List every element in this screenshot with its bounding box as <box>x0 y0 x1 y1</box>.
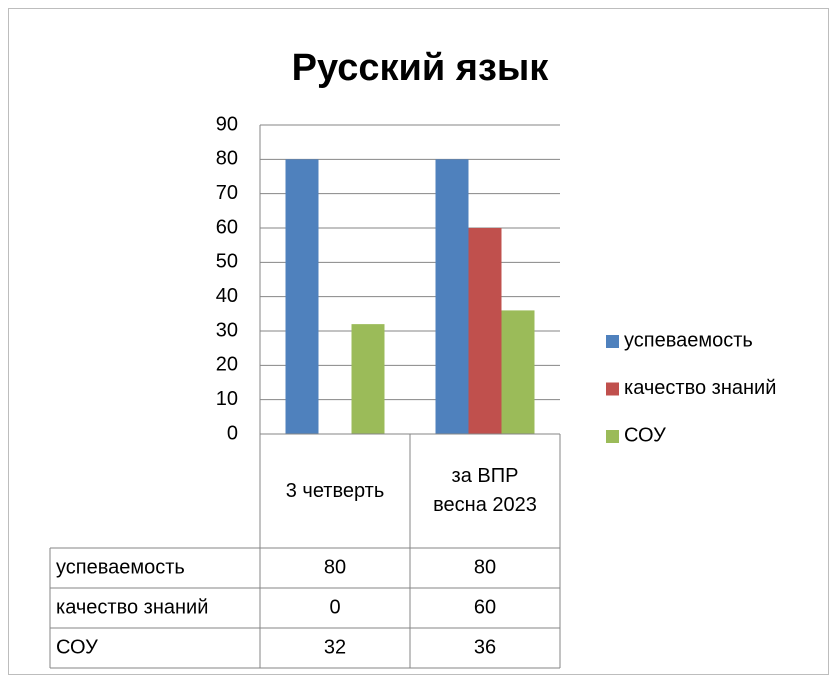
legend-label: качество знаний <box>624 377 776 399</box>
y-tick-label: 0 <box>227 422 238 444</box>
table-row-label: успеваемость <box>56 556 185 578</box>
y-tick-label: 10 <box>216 388 238 410</box>
y-tick-label: 80 <box>216 148 238 170</box>
bar <box>435 159 469 435</box>
table-row-label: СОУ <box>56 636 98 658</box>
table-value: 32 <box>324 636 346 658</box>
chart-title: Русский язык <box>292 47 550 89</box>
bar <box>468 228 502 434</box>
bar <box>501 310 535 434</box>
y-tick-label: 70 <box>216 182 238 204</box>
category-cell: за ВПР весна 2023 <box>433 465 537 516</box>
legend-swatch <box>606 382 619 396</box>
table-row-label: качество знаний <box>56 596 208 618</box>
table-value: 0 <box>329 596 340 618</box>
y-tick-label: 30 <box>216 319 238 341</box>
bar <box>285 159 319 435</box>
legend-label: СОУ <box>624 424 666 446</box>
x-tick-label: 3 четверть <box>285 479 385 502</box>
legend-swatch <box>606 335 619 348</box>
chart-frame <box>8 8 829 675</box>
y-tick-label: 50 <box>216 251 238 273</box>
legend-label: успеваемость <box>624 329 753 351</box>
table-value: 60 <box>474 596 496 618</box>
table-value: 36 <box>474 636 496 658</box>
y-tick-label: 40 <box>216 285 238 307</box>
table-value: 80 <box>324 556 346 578</box>
table-value: 80 <box>474 556 496 578</box>
category-cell: 3 четверть <box>285 479 385 502</box>
y-tick-label: 20 <box>216 354 238 376</box>
x-tick-label: за ВПР весна 2023 <box>433 465 537 516</box>
bar <box>351 324 385 434</box>
y-tick-label: 90 <box>216 113 238 135</box>
y-tick-label: 60 <box>216 216 238 238</box>
legend-swatch <box>606 430 619 443</box>
